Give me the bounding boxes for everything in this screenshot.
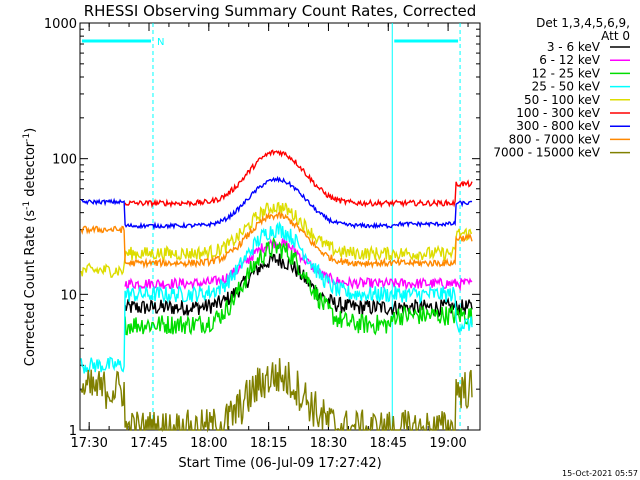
night-marker: N [157,37,164,48]
y-tick-label: 1 [69,424,77,439]
series-line-1 [124,237,473,292]
series-line-3 [80,220,473,374]
legend-label-5: 100 - 300 keV [516,106,600,120]
y-tick-label: 1000 [44,17,77,32]
series-line-8 [80,358,473,433]
y-axis-label-part-3: ) [23,128,38,133]
legend-label-3: 25 - 50 keV [532,80,601,94]
y-axis-label: Corrected Count Rate (s-1 detector-1) [22,128,38,366]
x-tick-label: 17:45 [130,436,167,451]
legend-label-7: 800 - 7000 keV [509,132,601,146]
x-tick-label: 17:30 [70,436,107,451]
y-axis-label-sup-2: -1 [22,133,32,142]
y-axis-label-part-2: detector [23,141,38,201]
chart-title: RHESSI Observing Summary Count Rates, Co… [84,2,477,20]
x-axis-label: Start Time (06-Jul-09 17:27:42) [178,456,381,471]
series-line-5 [124,149,473,209]
x-tick-label: 18:30 [310,436,347,451]
series-line-4 [80,201,473,279]
y-axis-label-part-1: Corrected Count Rate (s [23,210,38,367]
series-line-7 [80,211,473,270]
legend-header-1: Det 1,3,4,5,6,9, [536,16,630,30]
x-tick-label: 18:45 [370,436,407,451]
legend-label-0: 3 - 6 keV [547,40,601,54]
y-tick-label: 10 [60,288,77,303]
x-tick-label: 19:00 [429,436,466,451]
legend-label-1: 6 - 12 keV [539,53,601,67]
y-tick-label: 100 [52,153,77,168]
legend-label-8: 7000 - 15000 keV [493,146,600,160]
legend-header-2: Att 0 [601,29,630,43]
series-line-2 [124,236,473,336]
x-tick-label: 18:00 [190,436,227,451]
legend-label-4: 50 - 100 keV [524,93,601,107]
plot-frame [79,22,481,431]
footer-date: 15-Oct-2021 05:57 [562,469,638,478]
legend-label-6: 300 - 800 keV [516,119,600,133]
x-tick-label: 18:15 [250,436,287,451]
y-axis-label-sup-1: -1 [22,201,32,210]
series-line-6 [81,175,473,231]
svg-text:Corrected Count Rate (s-1 dete: Corrected Count Rate (s-1 detector-1) [22,128,38,366]
legend-label-2: 12 - 25 keV [532,66,601,80]
